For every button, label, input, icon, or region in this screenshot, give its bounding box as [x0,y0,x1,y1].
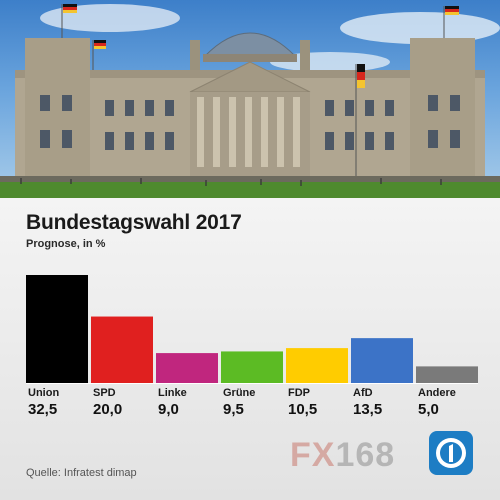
bar-linke [156,353,218,383]
chart-subtitle: Prognose, in % [26,238,106,250]
reichstag-photo [0,0,500,198]
ard-1-logo-mark [436,438,466,468]
chart-title: Bundestagswahl 2017 [26,211,242,234]
watermark-number: 168 [335,436,396,474]
bar-union [26,275,88,383]
bar-fdp [286,348,348,383]
source-note: Quelle: Infratest dimap [26,467,137,479]
bar-spd [91,316,153,383]
bar-grüne [221,351,283,383]
bar-andere [416,366,478,383]
reichstag-illustration [0,4,500,198]
watermark-fx: FX [290,436,336,474]
bar-afd [351,338,413,383]
fx168-watermark: FX168 [290,436,395,475]
ard-1-logo-icon [429,431,473,475]
